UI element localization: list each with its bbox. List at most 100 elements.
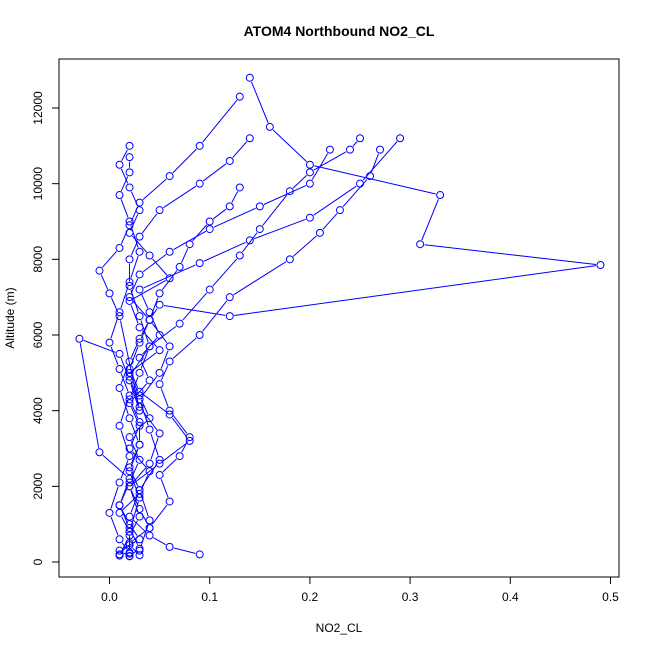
data-point bbox=[135, 440, 144, 449]
data-point bbox=[596, 261, 605, 270]
series-segment bbox=[120, 199, 129, 218]
series-segment bbox=[130, 191, 139, 207]
data-point bbox=[245, 134, 254, 143]
series-segment bbox=[263, 185, 307, 205]
data-point bbox=[135, 418, 144, 427]
data-point bbox=[356, 179, 364, 188]
series-segment bbox=[79, 343, 100, 448]
data-point bbox=[145, 531, 154, 540]
series-segment bbox=[120, 176, 129, 192]
series-1 bbox=[115, 141, 174, 561]
data-point bbox=[335, 206, 344, 215]
series-segment bbox=[163, 185, 197, 209]
y-tick-label: 0 bbox=[31, 558, 45, 565]
data-point bbox=[125, 278, 134, 287]
data-point bbox=[185, 240, 194, 249]
data-point bbox=[135, 232, 144, 241]
data-point bbox=[105, 289, 114, 298]
data-point bbox=[105, 508, 114, 517]
data-point bbox=[185, 433, 194, 442]
series-segment bbox=[120, 482, 129, 502]
data-point bbox=[235, 183, 244, 192]
series-segment bbox=[203, 241, 246, 262]
data-point bbox=[165, 497, 174, 506]
series-segment bbox=[160, 350, 169, 369]
data-point bbox=[175, 319, 184, 328]
series-segment bbox=[160, 365, 169, 381]
series-segment bbox=[131, 349, 148, 374]
data-point bbox=[155, 346, 164, 355]
series-segment bbox=[362, 141, 398, 181]
data-point bbox=[115, 308, 124, 317]
series-10 bbox=[135, 183, 244, 555]
data-point bbox=[416, 240, 425, 249]
data-point bbox=[165, 247, 174, 256]
series-segment bbox=[130, 255, 139, 278]
data-point bbox=[115, 349, 124, 358]
x-tick-label: 0.0 bbox=[101, 590, 118, 604]
series-segment bbox=[181, 248, 189, 263]
series-segment bbox=[141, 213, 158, 234]
series-segment bbox=[130, 501, 139, 528]
data-point bbox=[155, 429, 164, 438]
y-tick-label: 10000 bbox=[31, 167, 45, 201]
series-segment bbox=[172, 148, 197, 174]
data-point bbox=[165, 406, 174, 415]
data-point bbox=[255, 225, 264, 234]
data-point bbox=[305, 179, 314, 188]
series-segment bbox=[102, 251, 117, 268]
series-segment bbox=[132, 451, 147, 469]
data-point bbox=[325, 145, 334, 154]
data-point bbox=[436, 191, 445, 200]
series-segment bbox=[152, 258, 168, 276]
series-segment bbox=[143, 264, 196, 289]
series-segment bbox=[151, 504, 168, 525]
series-segment bbox=[150, 437, 159, 460]
series-segment bbox=[153, 537, 166, 546]
series-segment bbox=[150, 297, 159, 316]
data-point bbox=[125, 433, 134, 442]
series-segment bbox=[262, 194, 288, 226]
data-point bbox=[195, 141, 204, 150]
data-point bbox=[245, 73, 254, 82]
data-point bbox=[135, 455, 144, 464]
data-point bbox=[95, 266, 104, 275]
series-segment bbox=[132, 519, 147, 533]
series-segment bbox=[150, 433, 159, 456]
series-segment bbox=[121, 542, 128, 550]
series-segment bbox=[234, 265, 597, 316]
series-segment bbox=[140, 350, 149, 369]
data-point bbox=[145, 376, 154, 385]
data-point bbox=[125, 168, 134, 177]
series-segment bbox=[140, 494, 149, 517]
data-point bbox=[165, 357, 174, 366]
data-point bbox=[135, 486, 144, 495]
series-segment bbox=[173, 547, 196, 554]
series-segment bbox=[142, 338, 157, 355]
series-segment bbox=[130, 214, 139, 229]
data-point bbox=[205, 225, 214, 234]
series-segment bbox=[232, 141, 248, 158]
series-segment bbox=[160, 388, 169, 407]
series-segment bbox=[100, 274, 109, 290]
series-segment bbox=[120, 460, 129, 479]
data-point bbox=[165, 342, 174, 351]
data-point bbox=[135, 512, 144, 521]
data-point bbox=[115, 501, 124, 510]
data-point bbox=[195, 179, 204, 188]
data-point bbox=[396, 134, 405, 143]
data-point bbox=[205, 285, 214, 294]
series-segment bbox=[130, 448, 139, 468]
series-segment bbox=[142, 178, 167, 200]
series-9 bbox=[105, 153, 144, 557]
series-segment bbox=[421, 198, 439, 241]
data-point bbox=[125, 467, 134, 476]
series-segment bbox=[110, 346, 119, 366]
data-point bbox=[125, 399, 134, 408]
series-segment bbox=[251, 81, 269, 123]
data-point bbox=[125, 414, 134, 423]
series-5 bbox=[75, 92, 244, 560]
series-segment bbox=[213, 207, 256, 228]
data-point bbox=[195, 331, 204, 339]
series-segment bbox=[120, 168, 129, 184]
